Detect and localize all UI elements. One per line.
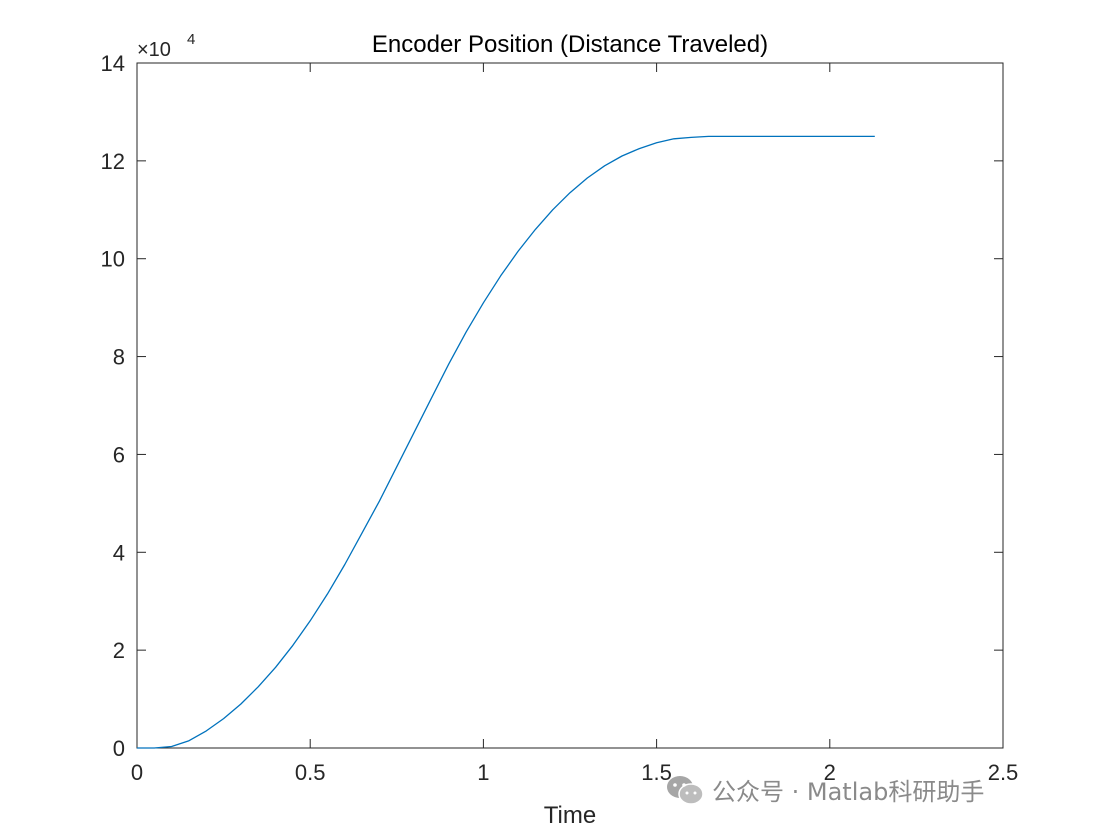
y-tick-label: 6 (113, 442, 125, 467)
y-tick-label: 4 (113, 540, 125, 565)
chart-title: Encoder Position (Distance Traveled) (372, 31, 768, 58)
axes-box (136, 62, 1004, 749)
series-group (137, 135, 875, 749)
x-tick-label: 0 (131, 760, 143, 785)
y-multiplier-base: ×10 (137, 39, 171, 61)
y-multiplier-exponent: 4 (187, 31, 195, 48)
y-tick-label: 2 (113, 638, 125, 663)
x-tick-label: 1 (477, 760, 489, 785)
x-tick-label: 0.5 (295, 760, 326, 785)
watermark: 公众号 · Matlab科研助手 (666, 772, 984, 807)
wechat-icon (667, 775, 704, 805)
series-line (137, 135, 875, 749)
y-tick-label: 14 (101, 51, 125, 76)
plot-area: 0 0.5 1 1.5 2 2.5 0 2 4 6 8 10 12 14 (101, 51, 1019, 785)
y-tick-label: 0 (113, 736, 125, 761)
watermark-text: 公众号 · Matlab科研助手 (712, 778, 985, 806)
x-tick-label: 1.5 (641, 760, 672, 785)
x-axis: 0 0.5 1 1.5 2 2.5 (131, 63, 1018, 785)
y-tick-label: 12 (101, 149, 125, 174)
y-axis: 0 2 4 6 8 10 12 14 (101, 51, 1003, 761)
y-tick-label: 10 (101, 247, 125, 272)
x-tick-label: 2 (824, 760, 836, 785)
y-tick-label: 8 (113, 345, 125, 370)
x-tick-label: 2.5 (988, 760, 1019, 785)
x-axis-label: Time (544, 802, 596, 829)
